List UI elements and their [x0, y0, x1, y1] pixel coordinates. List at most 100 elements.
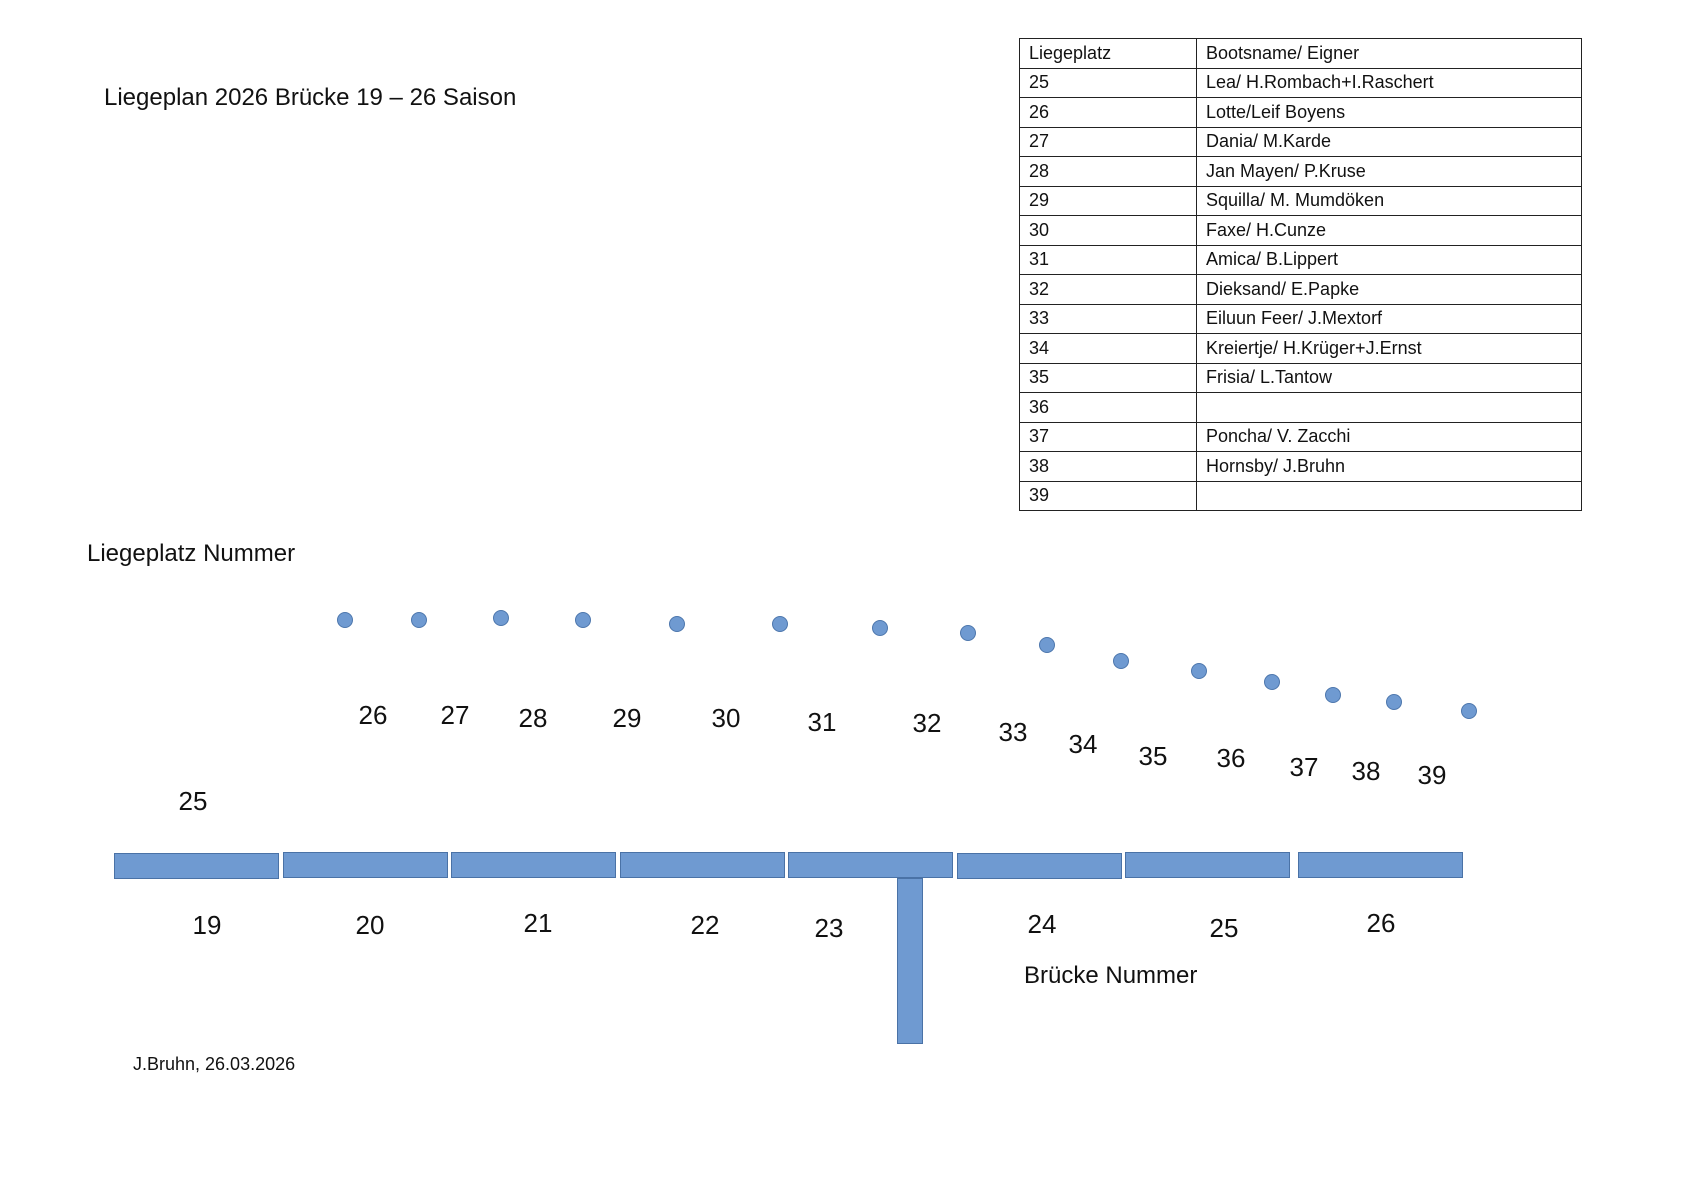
- bridge-segment-8: [1298, 852, 1463, 878]
- berth-marker-4: [575, 612, 591, 628]
- berth-marker-8: [960, 625, 976, 641]
- table-row: 26 Lotte/Leif Boyens: [1019, 97, 1582, 128]
- berth-cell: 39: [1019, 480, 1197, 511]
- bridge-number: 23: [814, 913, 844, 943]
- berth-cell: 33: [1019, 303, 1197, 334]
- author-date-note: J.Bruhn, 26.03.2026: [133, 1054, 296, 1074]
- berth-number: 38: [1351, 756, 1381, 786]
- berth-marker-6: [772, 616, 788, 632]
- berth-number: 32: [912, 708, 942, 738]
- boat-owner-cell: [1196, 480, 1582, 511]
- berth-cell: 32: [1019, 274, 1197, 305]
- bridge-number: 24: [1027, 909, 1057, 939]
- berth-number: 33: [998, 717, 1028, 747]
- berth-cell: 37: [1019, 421, 1197, 452]
- boat-owner-cell: Dieksand/ E.Papke: [1196, 274, 1582, 305]
- table-row: 37 Poncha/ V. Zacchi: [1019, 421, 1582, 452]
- berth-number: 35: [1138, 741, 1168, 771]
- bridge-number-label: Brücke Nummer: [1024, 962, 1198, 989]
- berth-cell: 25: [1019, 67, 1197, 98]
- bridge-segment-4: [620, 852, 785, 878]
- boat-owner-cell: Amica/ B.Lippert: [1196, 244, 1582, 275]
- boat-owner-cell: Lea/ H.Rombach+I.Raschert: [1196, 67, 1582, 98]
- table-row: 33 Eiluun Feer/ J.Mextorf: [1019, 303, 1582, 334]
- table-row: 31 Amica/ B.Lippert: [1019, 244, 1582, 275]
- berth-cell: 31: [1019, 244, 1197, 275]
- table-row: 27 Dania/ M.Karde: [1019, 126, 1582, 157]
- berth-cell: 27: [1019, 126, 1197, 157]
- berth-number: 37: [1289, 752, 1319, 782]
- table-row: 38 Hornsby/ J.Bruhn: [1019, 451, 1582, 482]
- table-row: 29 Squilla/ M. Mumdöken: [1019, 185, 1582, 216]
- berth-marker-2: [411, 612, 427, 628]
- berth-marker-13: [1325, 687, 1341, 703]
- bridge-number: 26: [1366, 908, 1396, 938]
- berth-marker-7: [872, 620, 888, 636]
- berth-number: 25: [178, 786, 208, 816]
- berth-marker-1: [337, 612, 353, 628]
- table-row: 32 Dieksand/ E.Papke: [1019, 274, 1582, 305]
- table-row: 35 Frisia/ L.Tantow: [1019, 362, 1582, 393]
- berth-marker-12: [1264, 674, 1280, 690]
- berth-cell: 29: [1019, 185, 1197, 216]
- boat-owner-cell: Eiluun Feer/ J.Mextorf: [1196, 303, 1582, 334]
- berth-marker-10: [1113, 653, 1129, 669]
- berth-number: 34: [1068, 729, 1098, 759]
- berth-marker-5: [669, 616, 685, 632]
- berth-number: 29: [612, 703, 642, 733]
- berth-number: 26: [358, 700, 388, 730]
- bridge-segment-3: [451, 852, 616, 878]
- berth-cell: 34: [1019, 333, 1197, 364]
- table-row: 25 Lea/ H.Rombach+I.Raschert: [1019, 67, 1582, 98]
- table-row: 36: [1019, 392, 1582, 423]
- bridge-segment-2: [283, 852, 448, 878]
- berth-cell: 28: [1019, 156, 1197, 187]
- bridge-segment-1: [114, 853, 279, 879]
- table-row: 34 Kreiertje/ H.Krüger+J.Ernst: [1019, 333, 1582, 364]
- berth-marker-11: [1191, 663, 1207, 679]
- table-row: 39: [1019, 480, 1582, 511]
- access-jetty: [897, 878, 923, 1044]
- boat-owner-cell: Lotte/Leif Boyens: [1196, 97, 1582, 128]
- berth-marker-14: [1386, 694, 1402, 710]
- bridge-number: 22: [690, 910, 720, 940]
- bridge-number: 25: [1209, 913, 1239, 943]
- berth-marker-9: [1039, 637, 1055, 653]
- boat-owner-cell: Faxe/ H.Cunze: [1196, 215, 1582, 246]
- berth-number: 30: [711, 703, 741, 733]
- berth-cell: 30: [1019, 215, 1197, 246]
- berth-cell: 38: [1019, 451, 1197, 482]
- bridge-number: 21: [523, 908, 553, 938]
- berth-cell: 26: [1019, 97, 1197, 128]
- berth-cell: 35: [1019, 362, 1197, 393]
- berth-assignment-table: Liegeplatz Bootsname/ Eigner 25 Lea/ H.Ro…: [1019, 38, 1582, 511]
- plan-title: Liegeplan 2026 Brücke 19 – 26 Saison: [104, 84, 517, 111]
- berth-number: 39: [1417, 760, 1447, 790]
- bridge-segment-7: [1125, 852, 1290, 878]
- berth-number-label: Liegeplatz Nummer: [87, 540, 296, 567]
- bridge-segment-6: [957, 853, 1122, 879]
- header-boat-owner: Bootsname/ Eigner: [1196, 38, 1582, 69]
- table-header-row: Liegeplatz Bootsname/ Eigner: [1019, 38, 1582, 69]
- bridge-number: 19: [192, 910, 222, 940]
- berth-number: 28: [518, 703, 548, 733]
- boat-owner-cell: [1196, 392, 1582, 423]
- boat-owner-cell: Frisia/ L.Tantow: [1196, 362, 1582, 393]
- berth-number: 27: [440, 700, 470, 730]
- berth-number: 36: [1216, 743, 1246, 773]
- bridge-segment-5: [788, 852, 953, 878]
- table-row: 30 Faxe/ H.Cunze: [1019, 215, 1582, 246]
- table-row: 28 Jan Mayen/ P.Kruse: [1019, 156, 1582, 187]
- boat-owner-cell: Hornsby/ J.Bruhn: [1196, 451, 1582, 482]
- boat-owner-cell: Dania/ M.Karde: [1196, 126, 1582, 157]
- boat-owner-cell: Squilla/ M. Mumdöken: [1196, 185, 1582, 216]
- berth-cell: 36: [1019, 392, 1197, 423]
- boat-owner-cell: Poncha/ V. Zacchi: [1196, 421, 1582, 452]
- berth-number: 31: [807, 707, 837, 737]
- boat-owner-cell: Kreiertje/ H.Krüger+J.Ernst: [1196, 333, 1582, 364]
- berth-marker-3: [493, 610, 509, 626]
- boat-owner-cell: Jan Mayen/ P.Kruse: [1196, 156, 1582, 187]
- header-berth: Liegeplatz: [1019, 38, 1197, 69]
- bridge-number: 20: [355, 910, 385, 940]
- berth-marker-15: [1461, 703, 1477, 719]
